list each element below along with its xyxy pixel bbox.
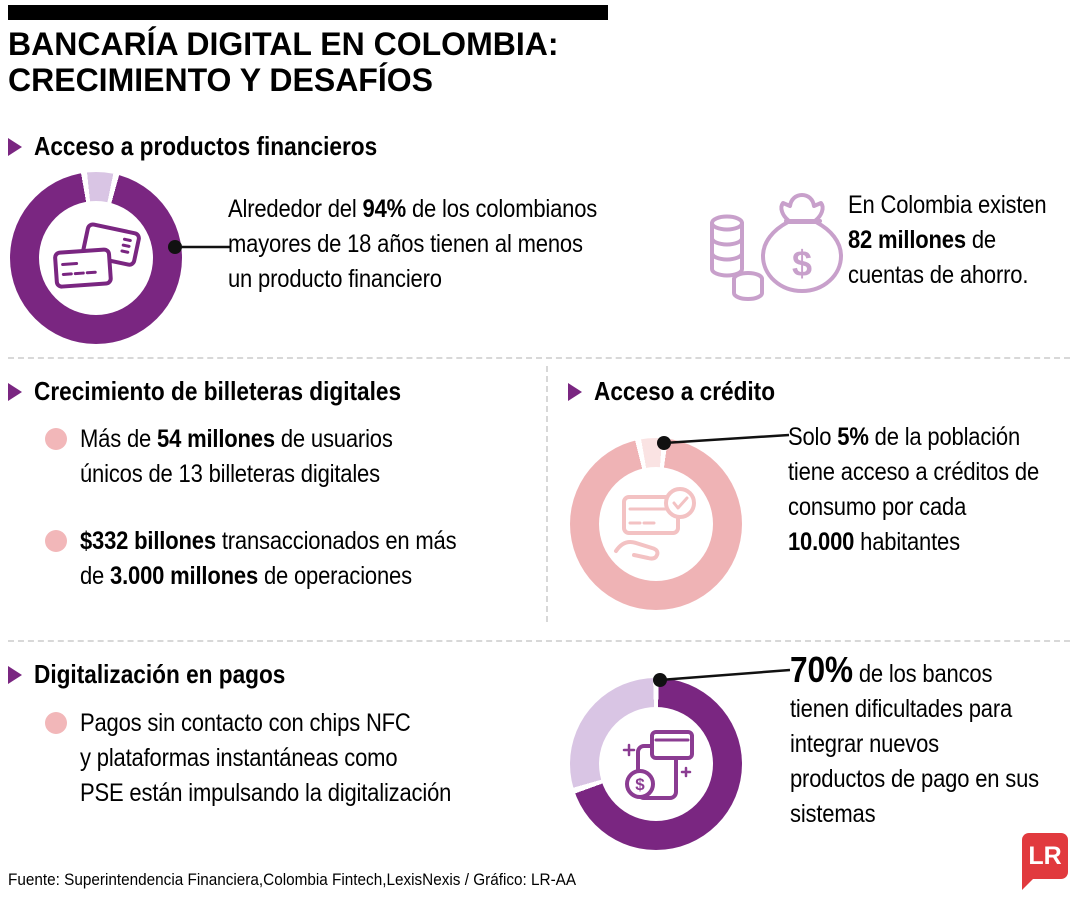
- annotation-productos: Alrededor del 94% de los colombianos may…: [228, 195, 598, 293]
- donut-chart-bancos: $: [570, 678, 742, 850]
- section-heading-text: Digitalización en pagos: [34, 659, 286, 689]
- horizontal-divider: [8, 357, 1070, 359]
- source-credit: Fuente: Superintendencia Financiera,Colo…: [8, 870, 577, 889]
- callout-line-bancos: [653, 668, 791, 687]
- pink-bullet-icon: [45, 530, 67, 552]
- section-heading-text: Crecimiento de billeteras digitales: [34, 376, 402, 406]
- triangle-bullet-icon: [8, 665, 22, 684]
- vertical-divider: [546, 366, 548, 622]
- callout-line-credito: [657, 433, 790, 450]
- horizontal-divider: [8, 640, 1070, 642]
- svg-text:$: $: [635, 775, 645, 794]
- pink-bullet-icon: [45, 428, 67, 450]
- section-heading-productos: Acceso a productos financieros: [8, 131, 428, 162]
- bullet-text-transacciones: $332 billones transaccionados en más de …: [80, 527, 457, 590]
- section-heading-text: Acceso a crédito: [594, 376, 776, 406]
- annotation-credito: Solo 5% de la población tiene acceso a c…: [788, 423, 1040, 556]
- section-heading-credito: Acceso a crédito: [568, 376, 802, 407]
- donut-chart-productos: [10, 172, 182, 344]
- section-heading-text: Acceso a productos financieros: [34, 131, 378, 161]
- top-accent-bar: [8, 5, 608, 20]
- money-bag-icon: $: [710, 193, 843, 301]
- page-title: BANCARÍA DIGITAL EN COLOMBIA: CRECIMIENT…: [8, 26, 559, 98]
- triangle-bullet-icon: [8, 382, 22, 401]
- svg-text:$: $: [792, 243, 812, 284]
- bullet-text-nfc: Pagos sin contacto con chips NFC y plata…: [80, 709, 452, 807]
- credit-cards-icon: [53, 222, 141, 289]
- pink-bullet-icon: [45, 712, 67, 734]
- section-heading-pagos: Digitalización en pagos: [8, 659, 323, 690]
- bullet-text-usuarios: Más de 54 millones de usuarios únicos de…: [80, 425, 393, 488]
- section-heading-billeteras: Crecimiento de billeteras digitales: [8, 376, 456, 407]
- mobile-payment-icon: $: [622, 730, 694, 800]
- donut-chart-credito: [570, 438, 742, 610]
- savings-note: En Colombia existen 82 millones de cuent…: [848, 191, 1047, 289]
- callout-line-productos: [168, 240, 230, 254]
- triangle-bullet-icon: [8, 137, 22, 156]
- lr-logo-tail: [1022, 879, 1033, 890]
- credit-approval-icon: [614, 487, 696, 561]
- triangle-bullet-icon: [568, 382, 582, 401]
- lr-logo: LR: [1022, 833, 1068, 879]
- annotation-bancos: 70% de los bancos tienen dificultades pa…: [790, 649, 1039, 829]
